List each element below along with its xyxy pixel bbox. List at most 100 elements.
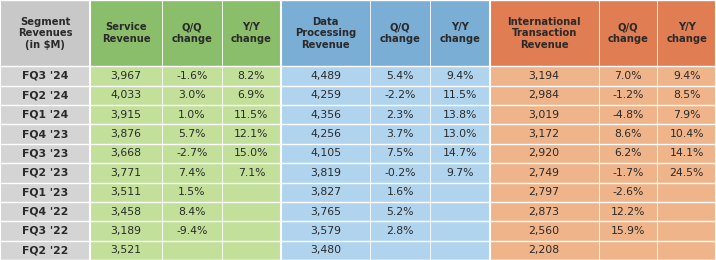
Text: 9.4%: 9.4%	[673, 71, 700, 81]
Bar	[162, 183, 222, 202]
Bar	[0, 221, 90, 241]
Bar	[599, 241, 657, 260]
Text: 12.2%: 12.2%	[611, 207, 645, 217]
Bar	[370, 0, 430, 66]
Text: FQ2 '24: FQ2 '24	[21, 90, 68, 100]
Bar	[222, 125, 281, 144]
Text: -0.2%: -0.2%	[384, 168, 416, 178]
Text: 3,915: 3,915	[110, 110, 142, 120]
Text: -2.7%: -2.7%	[176, 148, 208, 158]
Text: 3,194: 3,194	[528, 71, 560, 81]
Bar	[490, 66, 599, 86]
Bar	[657, 163, 716, 183]
Text: 3,189: 3,189	[110, 226, 142, 236]
Bar	[370, 66, 430, 86]
Text: Y/Y
change: Y/Y change	[666, 22, 707, 44]
Text: 3,172: 3,172	[528, 129, 560, 139]
Bar	[162, 105, 222, 124]
Text: 3,521: 3,521	[110, 245, 142, 255]
Text: 3,480: 3,480	[310, 245, 342, 255]
Text: -4.8%: -4.8%	[612, 110, 644, 120]
Bar	[370, 163, 430, 183]
Bar	[599, 221, 657, 241]
Bar	[281, 105, 370, 124]
Bar	[490, 86, 599, 105]
Text: 4,033: 4,033	[110, 90, 142, 100]
Bar	[0, 183, 90, 202]
Text: 9.4%: 9.4%	[446, 71, 473, 81]
Bar	[222, 202, 281, 221]
Bar	[430, 202, 490, 221]
Bar	[90, 0, 162, 66]
Text: Data
Processing
Revenue: Data Processing Revenue	[295, 17, 357, 50]
Bar	[281, 202, 370, 221]
Bar	[281, 66, 370, 86]
Text: 4,105: 4,105	[310, 148, 342, 158]
Text: 3,511: 3,511	[110, 187, 142, 197]
Bar	[430, 66, 490, 86]
Bar	[0, 241, 90, 260]
Text: 11.5%: 11.5%	[234, 110, 268, 120]
Bar	[281, 241, 370, 260]
Bar	[281, 125, 370, 144]
Text: 4,489: 4,489	[310, 71, 342, 81]
Text: 4,259: 4,259	[310, 90, 342, 100]
Text: Y/Y
change: Y/Y change	[231, 22, 272, 44]
Bar	[430, 105, 490, 124]
Text: 4,356: 4,356	[310, 110, 342, 120]
Bar	[90, 125, 162, 144]
Text: 1.5%: 1.5%	[178, 187, 205, 197]
Bar	[490, 241, 599, 260]
Bar	[490, 125, 599, 144]
Text: 3,819: 3,819	[310, 168, 342, 178]
Bar	[162, 241, 222, 260]
Bar	[430, 163, 490, 183]
Bar	[0, 144, 90, 163]
Bar	[370, 221, 430, 241]
Text: 3,771: 3,771	[110, 168, 142, 178]
Bar	[162, 163, 222, 183]
Text: Q/Q
change: Q/Q change	[607, 22, 649, 44]
Bar	[370, 105, 430, 124]
Text: 6.9%: 6.9%	[238, 90, 265, 100]
Text: 3.7%: 3.7%	[387, 129, 414, 139]
Bar	[0, 163, 90, 183]
Text: 9.7%: 9.7%	[446, 168, 473, 178]
Text: -1.7%: -1.7%	[612, 168, 644, 178]
Text: 15.9%: 15.9%	[611, 226, 645, 236]
Bar	[430, 86, 490, 105]
Bar	[90, 66, 162, 86]
Bar	[657, 241, 716, 260]
Bar	[162, 202, 222, 221]
Text: 5.4%: 5.4%	[387, 71, 414, 81]
Text: 8.2%: 8.2%	[238, 71, 265, 81]
Bar	[430, 125, 490, 144]
Bar	[599, 66, 657, 86]
Bar	[599, 183, 657, 202]
Bar	[490, 105, 599, 124]
Bar	[599, 202, 657, 221]
Text: 2,208: 2,208	[528, 245, 560, 255]
Bar	[0, 105, 90, 124]
Text: FQ1 '24: FQ1 '24	[22, 110, 68, 120]
Text: 3,967: 3,967	[110, 71, 142, 81]
Bar	[0, 86, 90, 105]
Bar	[657, 66, 716, 86]
Bar	[657, 183, 716, 202]
Text: 10.4%: 10.4%	[669, 129, 704, 139]
Bar	[0, 66, 90, 86]
Bar	[0, 0, 90, 66]
Text: 13.8%: 13.8%	[442, 110, 477, 120]
Bar	[90, 183, 162, 202]
Bar	[490, 144, 599, 163]
Bar	[281, 144, 370, 163]
Bar	[370, 183, 430, 202]
Bar	[370, 144, 430, 163]
Text: 24.5%: 24.5%	[669, 168, 704, 178]
Bar	[162, 125, 222, 144]
Bar	[222, 144, 281, 163]
Text: FQ4 '23: FQ4 '23	[21, 129, 68, 139]
Text: 15.0%: 15.0%	[234, 148, 268, 158]
Text: 2,873: 2,873	[528, 207, 560, 217]
Bar	[222, 221, 281, 241]
